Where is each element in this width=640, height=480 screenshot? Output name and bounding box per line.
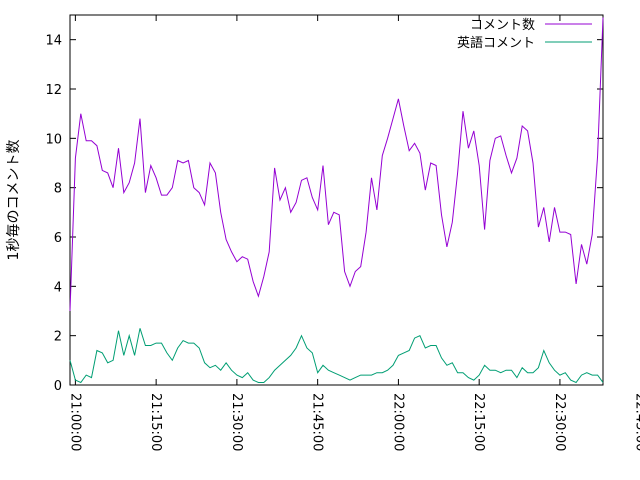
x-tick-label: 21:00:00 xyxy=(67,393,82,451)
y-tick-label: 2 xyxy=(54,330,62,345)
x-tick-label: 22:15:00 xyxy=(471,393,486,451)
series-line-2 xyxy=(69,328,604,384)
y-tick-label: 8 xyxy=(54,182,62,197)
x-tick-label: 21:30:00 xyxy=(229,393,244,451)
legend-label-2: 英語コメント xyxy=(457,35,535,51)
y-tick-label: 10 xyxy=(45,132,62,147)
legend-label-1: コメント数 xyxy=(470,18,535,33)
x-tick-label: 21:15:00 xyxy=(148,393,163,451)
y-tick-label: 6 xyxy=(54,231,62,246)
x-tick-label: 22:00:00 xyxy=(390,393,405,451)
series-lines xyxy=(69,17,604,384)
y-tick-label: 12 xyxy=(45,83,62,98)
y-axis-label: 1秒毎のコメント数 xyxy=(6,140,22,261)
x-tick-label: 21:45:00 xyxy=(310,393,325,451)
y-tick-label: 0 xyxy=(54,379,62,394)
x-tick-label: 22:30:00 xyxy=(552,393,567,451)
x-tick-label: 22:45:00 xyxy=(633,393,640,451)
series-line-1 xyxy=(69,17,604,312)
axes: 0 2 4 6 8 10 12 14 21:00:00 21:15:00 21:30:00 21:45… xyxy=(45,14,640,451)
y-tick-label: 4 xyxy=(54,280,62,295)
y-tick-label: 14 xyxy=(45,34,62,49)
plot-border xyxy=(69,14,604,386)
